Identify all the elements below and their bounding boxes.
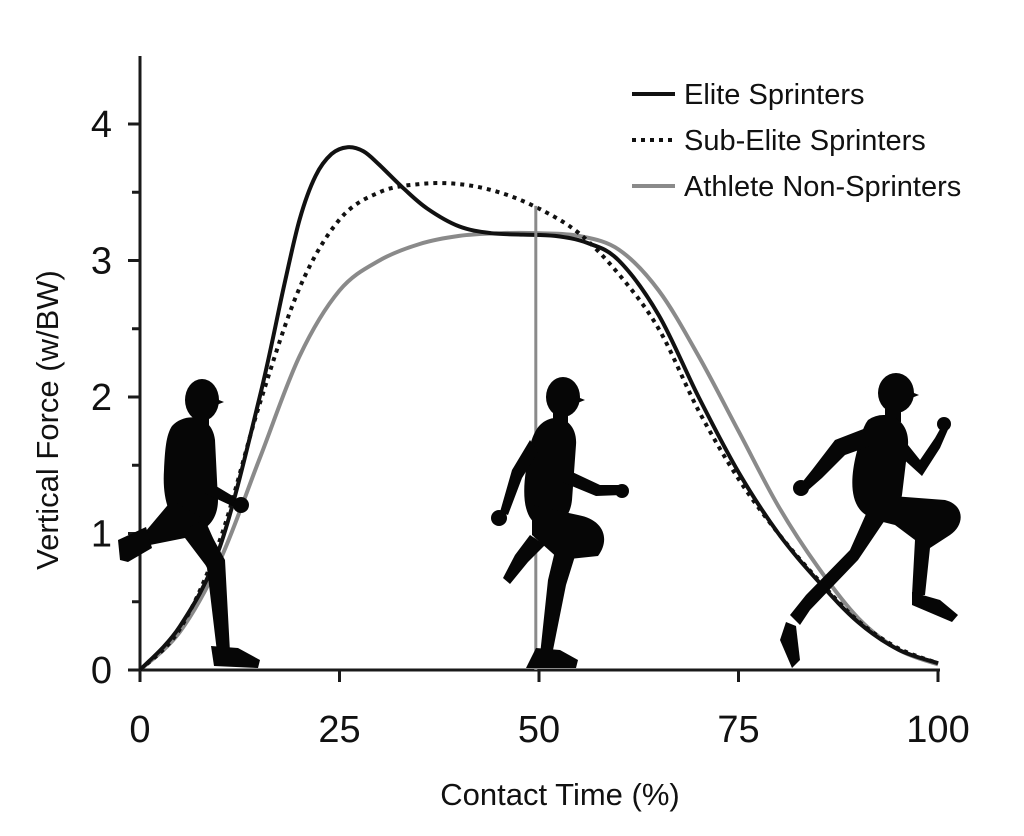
y-tick-label: 3 [91,241,112,283]
x-tick-label: 25 [318,709,360,751]
legend-label-non-sprinters: Athlete Non-Sprinters [684,171,961,203]
y-tick-label: 4 [91,104,112,146]
runner-late-stance-icon [780,373,961,668]
runner-illustrations [118,373,961,668]
x-tick-label: 0 [129,709,150,751]
x-tick-label: 100 [906,709,969,751]
x-tick-label: 50 [518,709,560,751]
legend-label-sub-elite: Sub-Elite Sprinters [684,125,926,157]
runner-early-stance-icon [118,379,260,668]
runner-mid-stance-icon [491,377,629,668]
y-tick-label: 2 [91,377,112,419]
legend-label-elite: Elite Sprinters [684,79,865,111]
x-tick-label: 75 [717,709,759,751]
y-tick-label: 0 [91,650,112,692]
series-line-elite [138,145,939,672]
legend: Elite Sprinters Sub-Elite Sprinters Athl… [632,79,961,203]
x-axis-title: Contact Time (%) [440,777,679,812]
x-ticks: 0 25 50 75 100 [129,670,970,751]
y-ticks: 0 1 2 3 4 [91,104,140,692]
series-lines [138,145,939,672]
y-tick-label: 1 [91,514,112,556]
y-axis-title: Vertical Force (w/BW) [30,270,65,570]
